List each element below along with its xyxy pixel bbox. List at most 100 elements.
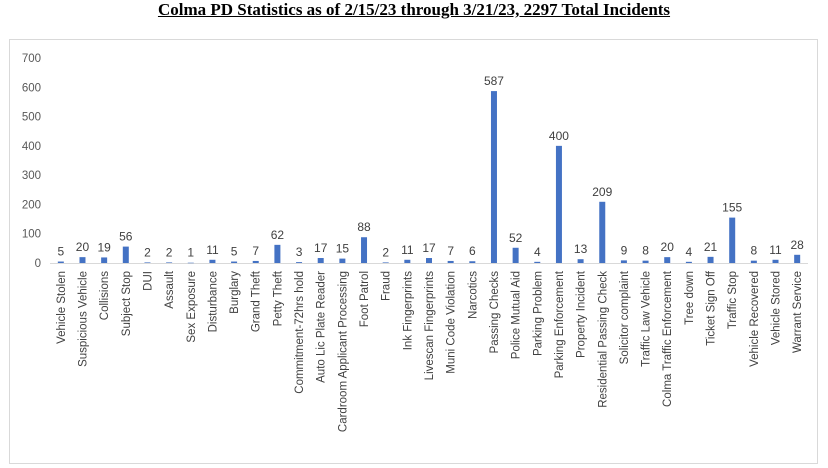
bar <box>231 261 238 263</box>
data-label: 7 <box>447 244 454 258</box>
data-label: 8 <box>751 244 758 258</box>
y-tick-label: 500 <box>22 112 41 124</box>
data-label: 7 <box>252 244 259 258</box>
x-tick-label: Colma Traffic Enforcement <box>662 270 674 407</box>
bar <box>447 260 454 263</box>
data-label: 52 <box>509 231 523 245</box>
bar <box>57 261 64 263</box>
bar <box>707 256 714 263</box>
x-tick-label: Vehicle Recovered <box>749 271 761 367</box>
data-label: 155 <box>722 201 742 215</box>
bar <box>274 244 281 263</box>
x-tick-label: Commitment-72hrs hold <box>294 271 306 394</box>
data-label: 15 <box>336 242 350 256</box>
data-label: 1 <box>187 246 194 260</box>
x-tick-label: Vehicle Stolen <box>56 271 68 344</box>
bar <box>664 257 671 263</box>
x-tick-label: Ink Fingerprints <box>402 271 414 351</box>
bar <box>729 217 736 263</box>
data-label: 17 <box>314 241 328 255</box>
data-label: 6 <box>469 244 476 258</box>
data-label: 28 <box>790 238 804 252</box>
data-label: 8 <box>642 244 649 258</box>
bar <box>685 261 692 263</box>
data-label: 3 <box>296 245 303 259</box>
data-label: 17 <box>422 241 436 255</box>
bar <box>339 258 346 263</box>
x-tick-label: Collisions <box>99 271 111 320</box>
bar <box>317 258 324 263</box>
y-tick-label: 200 <box>22 199 41 211</box>
y-tick-label: 0 <box>35 258 41 270</box>
x-tick-label: Parking Enforcement <box>554 270 566 378</box>
x-tick-label: Warrant Service <box>792 271 804 353</box>
bar <box>382 262 389 263</box>
data-label: 20 <box>76 240 90 254</box>
bar <box>122 246 129 263</box>
chart-frame <box>9 39 818 464</box>
data-label: 56 <box>119 230 133 244</box>
data-label: 4 <box>686 245 693 259</box>
data-label: 5 <box>231 245 238 259</box>
x-tick-label: Vehicle Stored <box>771 271 783 345</box>
x-axis-labels: Vehicle Stolen Suspicious Vehicle Collisio… <box>56 270 804 432</box>
bar <box>512 247 519 263</box>
y-tick-label: 400 <box>22 141 41 153</box>
x-tick-label: Muni Code Violation <box>446 271 458 374</box>
bar <box>296 262 303 263</box>
x-tick-label: Auto Lic Plate Reader <box>316 271 328 383</box>
data-label: 88 <box>357 220 371 234</box>
bars <box>57 91 801 264</box>
y-tick-label: 700 <box>22 53 41 65</box>
data-label: 9 <box>621 243 628 257</box>
bar <box>426 258 432 263</box>
bar <box>490 91 497 263</box>
x-tick-label: Subject Stop <box>121 271 133 336</box>
data-label: 11 <box>401 243 414 257</box>
x-tick-label: Suspicious Vehicle <box>77 271 89 367</box>
bar <box>577 259 584 263</box>
data-label: 2 <box>382 245 389 259</box>
y-tick-label: 600 <box>22 82 41 94</box>
x-tick-label: DUI <box>142 271 154 291</box>
bar <box>642 260 649 263</box>
x-tick-label: Burglary <box>229 271 241 314</box>
bar <box>79 257 86 263</box>
data-label: 19 <box>97 240 111 254</box>
x-tick-label: Traffic Stop <box>727 271 739 329</box>
data-label: 21 <box>704 240 718 254</box>
x-tick-label: Petty Theft <box>272 270 284 326</box>
data-label: 2 <box>144 245 151 259</box>
bar <box>144 262 151 263</box>
bar <box>599 201 606 263</box>
x-tick-label: Grand Theft <box>251 270 263 332</box>
x-tick-label: Passing Checks <box>489 271 501 354</box>
x-tick-label: Parking Problem <box>532 271 544 356</box>
chart-title: Colma PD Statistics as of 2/15/23 throug… <box>157 0 671 19</box>
bar <box>361 237 368 263</box>
bar <box>794 254 801 263</box>
x-tick-label: Solicitor complaint <box>619 270 631 364</box>
data-label: 11 <box>206 243 219 257</box>
bar <box>101 257 108 263</box>
x-tick-label: Assault <box>164 270 176 309</box>
data-label: 20 <box>661 240 675 254</box>
x-tick-label: Cardroom Applicant Processing <box>337 271 349 432</box>
bar <box>252 260 259 263</box>
bar <box>187 262 194 264</box>
data-label: 587 <box>484 74 504 88</box>
x-tick-label: Foot Patrol <box>359 271 371 327</box>
data-label: 2 <box>166 245 173 259</box>
x-tick-label: Police Mutual Aid <box>511 271 523 359</box>
data-label: 5 <box>57 245 64 259</box>
y-tick-label: 100 <box>22 229 41 241</box>
y-tick-label: 300 <box>22 170 41 182</box>
data-label: 11 <box>769 243 782 257</box>
x-tick-label: Ticket Sign Off <box>706 270 718 346</box>
x-tick-label: Disturbance <box>207 271 219 332</box>
bar <box>209 259 216 263</box>
bar <box>620 260 627 263</box>
data-label: 13 <box>574 242 588 256</box>
